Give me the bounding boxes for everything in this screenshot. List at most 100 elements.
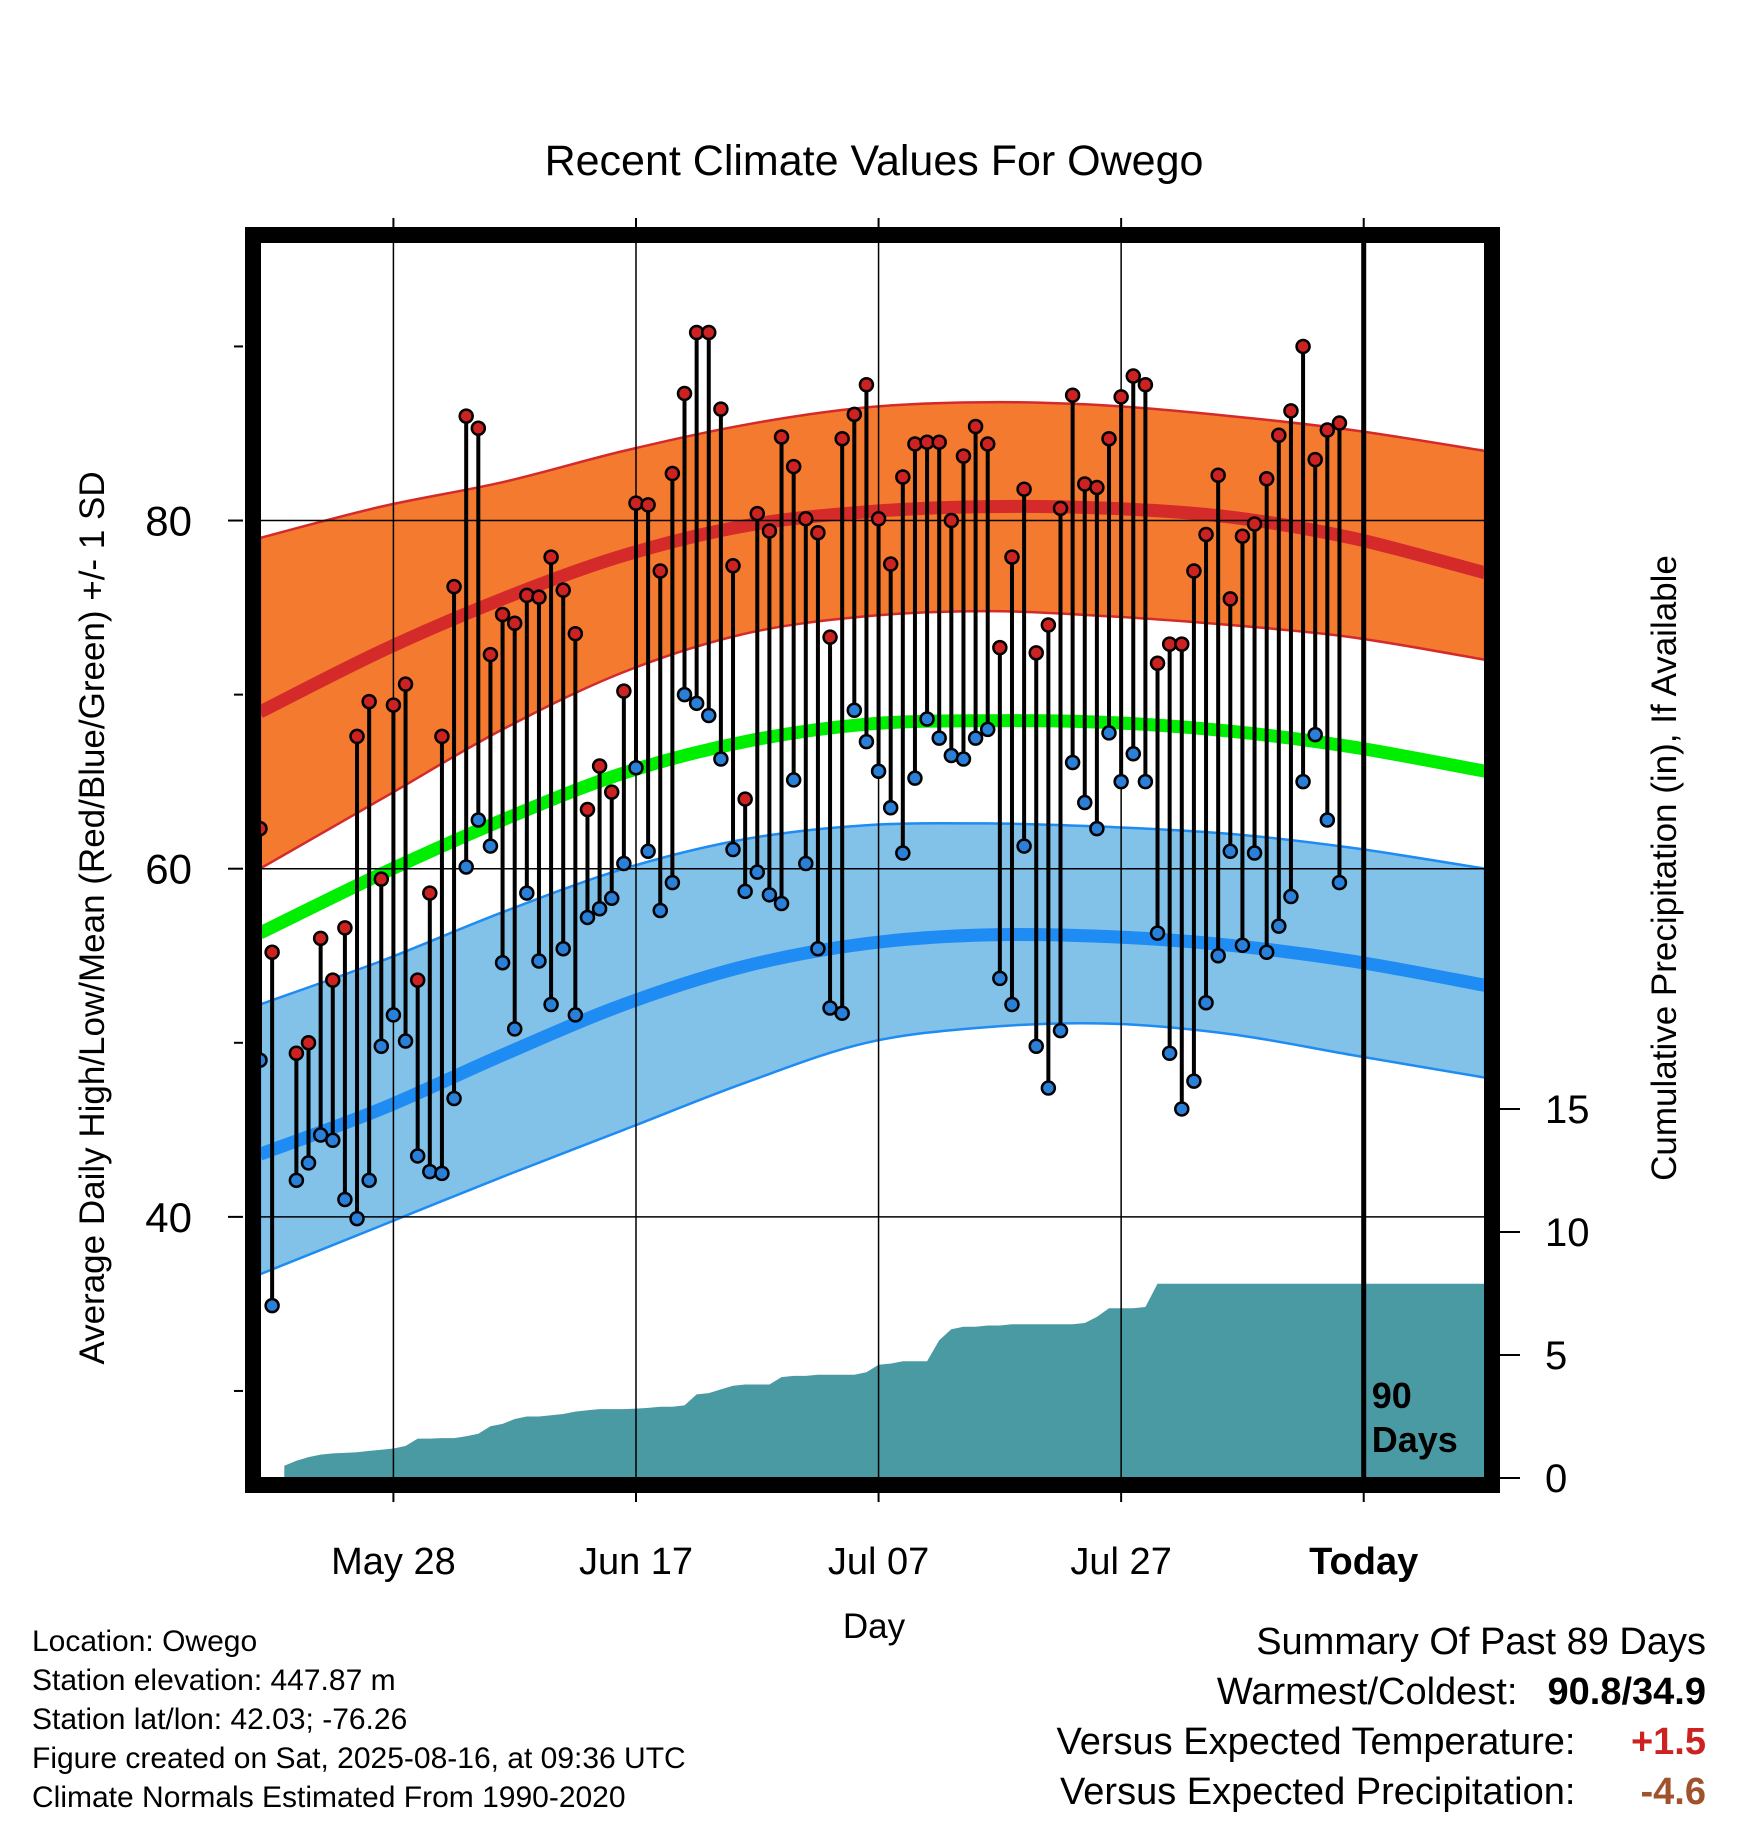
daily-low-point <box>579 909 596 926</box>
daily-high-point <box>1234 528 1251 544</box>
daily-low-point <box>701 707 717 724</box>
daily-high-point <box>519 587 535 604</box>
daily-low-point <box>773 895 790 912</box>
daily-high-point <box>591 758 608 774</box>
daily-low-point <box>519 885 535 901</box>
y-tick-label: 80 <box>145 498 192 545</box>
daily-low-point <box>798 855 814 872</box>
daily-high-point <box>931 434 947 450</box>
daily-low-point <box>967 730 984 746</box>
daily-high-point <box>349 728 365 745</box>
daily-low-point <box>1028 1038 1044 1055</box>
summary-warmest-row: Warmest/Coldest: 90.8/34.9 <box>1057 1667 1706 1717</box>
daily-high-point <box>1149 655 1166 672</box>
daily-low-point <box>409 1148 426 1164</box>
daily-low-point <box>652 902 668 919</box>
summary-warmest-label: Warmest/Coldest: <box>1216 1671 1518 1713</box>
daily-low-point <box>567 1007 584 1023</box>
daily-high-point <box>822 629 838 645</box>
daily-low-point <box>895 845 911 861</box>
daily-low-point <box>1149 925 1166 941</box>
daily-high-point <box>397 676 414 692</box>
daily-high-point <box>1345 0 1358 7</box>
daily-low-point <box>628 759 644 776</box>
daily-high-point <box>810 524 826 541</box>
y-tick-label: 40 <box>145 1194 192 1241</box>
daily-low-point <box>591 900 608 917</box>
daily-high-point <box>470 420 487 437</box>
today-annotation: Days <box>1372 1419 1458 1460</box>
daily-high-point <box>1052 500 1069 517</box>
daily-high-point <box>1040 617 1057 633</box>
daily-high-point <box>1198 526 1214 543</box>
y2-axis-label: Cumulative Precipitation (in), If Availa… <box>1645 555 1684 1181</box>
daily-low-point <box>458 859 474 875</box>
daily-high-point <box>506 615 523 631</box>
daily-high-point <box>652 563 668 579</box>
summary-heading: Summary Of Past 89 Days <box>1256 1621 1706 1663</box>
daily-high-point <box>1210 467 1226 484</box>
daily-low-point <box>446 1090 462 1107</box>
summary-temp-label: Versus Expected Temperature: <box>1056 1721 1576 1763</box>
daily-high-point <box>361 693 377 710</box>
daily-low-point <box>749 864 766 880</box>
daily-low-point <box>1307 726 1323 743</box>
daily-high-point <box>264 944 280 961</box>
summary-temp-value: +1.5 <box>1630 1721 1706 1763</box>
summary-precip-value: -4.6 <box>1640 1771 1706 1813</box>
station-info: Location: Owego Station elevation: 447.8… <box>32 1622 686 1817</box>
location-text: Location: Owego <box>32 1625 258 1658</box>
daily-high-point <box>482 646 499 663</box>
daily-high-point <box>409 972 426 988</box>
daily-high-point <box>1283 403 1299 419</box>
daily-high-point <box>1186 563 1202 579</box>
daily-low-point <box>664 874 681 891</box>
daily-low-point <box>325 1132 341 1149</box>
daily-high-point <box>1089 479 1105 496</box>
daily-high-point <box>737 791 753 807</box>
daily-low-point <box>1137 773 1154 790</box>
daily-low-point <box>361 1172 377 1189</box>
daily-high-point <box>1125 368 1142 384</box>
daily-low-point <box>1113 773 1129 790</box>
daily-high-point <box>579 801 596 818</box>
daily-high-point <box>494 606 511 623</box>
chart-title: Recent Climate Values For Owego <box>545 137 1204 185</box>
daily-high-point <box>300 1035 317 1051</box>
daily-high-point <box>543 549 559 565</box>
daily-low-point <box>688 695 705 712</box>
daily-low-point <box>1186 1073 1202 1089</box>
daily-high-point <box>434 728 450 745</box>
daily-high-point <box>1246 516 1263 532</box>
daily-low-point <box>264 1297 280 1314</box>
daily-low-point <box>846 702 863 719</box>
daily-low-point <box>1004 996 1020 1013</box>
daily-low-point <box>1319 812 1336 828</box>
daily-high-point <box>895 469 911 485</box>
y2-tick-label: 10 <box>1545 1211 1590 1255</box>
daily-low-point <box>1174 1101 1190 1117</box>
daily-low-point <box>640 843 656 860</box>
daily-high-point <box>907 436 923 452</box>
daily-high-point <box>567 625 584 642</box>
daily-high-point <box>1101 430 1117 447</box>
daily-high-point <box>761 523 778 539</box>
daily-high-point <box>992 639 1008 656</box>
daily-high-point <box>676 385 693 402</box>
daily-high-point <box>325 972 341 988</box>
x-tick-label: Jul 27 <box>1070 1541 1171 1583</box>
daily-low-point <box>858 733 875 750</box>
daily-high-point <box>979 436 996 452</box>
daily-high-point <box>858 376 875 393</box>
summary-precip-label: Versus Expected Precipitation: <box>1060 1771 1576 1813</box>
daily-low-point <box>482 838 499 854</box>
daily-low-point <box>870 763 887 779</box>
daily-high-point <box>749 505 766 522</box>
daily-high-point <box>1113 389 1129 405</box>
summary-temp-row: Versus Expected Temperature: +1.5 <box>1057 1717 1706 1767</box>
daily-high-point <box>773 429 790 445</box>
daily-low-point <box>1271 918 1287 934</box>
daily-high-point <box>616 683 632 699</box>
daily-high-point <box>385 697 402 713</box>
